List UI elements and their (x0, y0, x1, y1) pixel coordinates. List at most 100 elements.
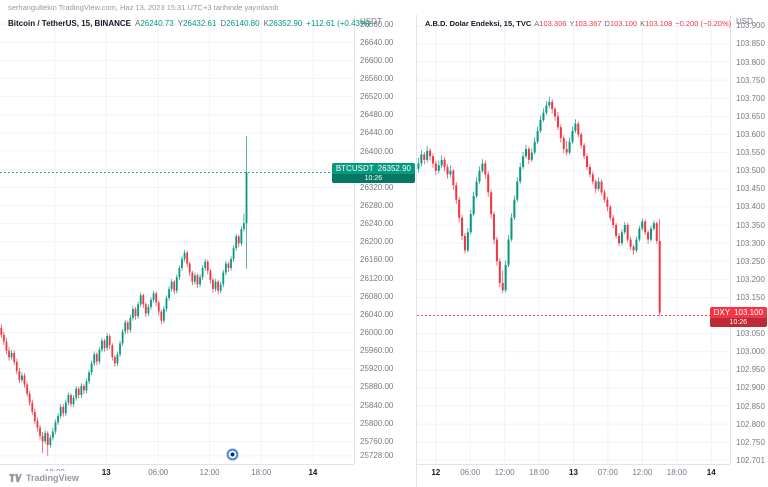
tradingview-branding[interactable]: TradingView (6, 471, 82, 485)
btc-badge-price: 26352.90 (377, 164, 411, 174)
btc-open: A26240.73 (134, 19, 174, 28)
btc-axis-currency-label: USDT (360, 17, 382, 26)
dxy-badge-price: 103.100 (734, 307, 763, 317)
dxy-symbol-title[interactable]: A.B.D. Dolar Endeksi, 15, TVC (425, 19, 532, 28)
dxy-axis-currency-label: USD (736, 17, 753, 26)
price-tick-label: 26320.00 (360, 182, 394, 192)
dxy-open: A103.306 (534, 19, 567, 28)
price-tick-label: 103.050 (736, 329, 765, 339)
price-tick-label: 103.150 (736, 292, 765, 302)
price-tick-label: 26400.00 (360, 146, 394, 156)
price-tick-label: 103.850 (736, 39, 765, 49)
time-tick-label: 12:00 (199, 468, 220, 477)
btc-symbol-title[interactable]: Bitcoin / TetherUS, 15, BINANCE (8, 19, 131, 28)
nazar-emoji-sticker (225, 447, 239, 461)
price-tick-label: 26440.00 (360, 128, 394, 138)
price-tick-label: 102.900 (736, 383, 765, 393)
price-tick-label: 103.300 (736, 238, 765, 248)
time-tick-label: 12 (431, 468, 441, 477)
price-tick-label: 26600.00 (360, 55, 394, 65)
price-tick-label: 25840.00 (360, 400, 394, 410)
time-tick-label: 14 (308, 468, 318, 477)
btc-low: D26140.80 (220, 19, 260, 28)
price-tick-label: 26240.00 (360, 219, 394, 229)
time-tick-label: 13 (101, 468, 111, 477)
price-tick-label: 26640.00 (360, 37, 394, 47)
dxy-price-badge: DXY 103.100 10:26 (709, 306, 767, 327)
price-tick-label: 26200.00 (360, 237, 394, 247)
price-tick-label: 103.800 (736, 57, 765, 67)
price-tick-label: 103.200 (736, 274, 765, 284)
price-tick-label: 25960.00 (360, 346, 394, 356)
btc-bar-countdown: 10:26 (331, 174, 415, 184)
btc-price-axis[interactable]: USDT 26680.00 26640.00 26600.00 26560.00 265… (354, 15, 416, 464)
time-tick-label: 13 (569, 468, 578, 477)
price-tick-label: 103.450 (736, 184, 765, 194)
price-tick-label: 103.400 (736, 202, 765, 212)
time-tick-label: 07:00 (597, 468, 618, 477)
price-tick-label: 26160.00 (360, 255, 394, 265)
price-tick-label: 103.600 (736, 129, 765, 139)
price-tick-label: 25880.00 (360, 382, 394, 392)
pane-btcusdt[interactable]: Bitcoin / TetherUS, 15, BINANCE A26240.7… (0, 15, 417, 487)
dxy-badge-symbol: DXY (713, 307, 731, 317)
time-tick-label: 18:00 (529, 468, 550, 477)
pane-dxy[interactable]: A.B.D. Dolar Endeksi, 15, TVC A103.306 Y… (417, 15, 768, 487)
price-tick-label: 26680.00 (360, 19, 394, 29)
price-tick-label: 103.000 (736, 347, 765, 357)
candlestick-canvas[interactable] (0, 15, 354, 464)
publish-info: serhangultekin TradingView.com, Haz 13, … (8, 3, 279, 12)
btc-legend: Bitcoin / TetherUS, 15, BINANCE A26240.7… (8, 19, 370, 28)
price-tick-label: 26560.00 (360, 73, 394, 83)
price-tick-label: 26520.00 (360, 92, 394, 102)
dxy-close: K103.108 (640, 19, 673, 28)
btc-high: Y26432.61 (177, 19, 217, 28)
btc-plot-area[interactable] (0, 15, 354, 464)
price-tick-label: 103.350 (736, 220, 765, 230)
btc-price-badge: BTCUSDT 26352.90 10:26 (331, 163, 415, 184)
dxy-low: D103.100 (604, 19, 638, 28)
dxy-legend: A.B.D. Dolar Endeksi, 15, TVC A103.306 Y… (425, 19, 731, 28)
chart-grid: Bitcoin / TetherUS, 15, BINANCE A26240.7… (0, 15, 768, 487)
price-tick-label: 25760.00 (360, 436, 394, 446)
price-tick-label: 102.800 (736, 419, 765, 429)
time-tick-label: 06:00 (148, 468, 169, 477)
price-tick-label: 102.850 (736, 401, 765, 411)
price-tick-label: 26120.00 (360, 273, 394, 283)
price-tick-label: 26000.00 (360, 327, 394, 337)
price-tick-label: 25800.00 (360, 418, 394, 428)
candlestick-canvas[interactable] (417, 15, 730, 464)
dxy-plot-area[interactable] (417, 15, 730, 464)
price-tick-label: 103.550 (736, 148, 765, 158)
price-tick-label: 103.750 (736, 75, 765, 85)
price-tick-label: 102.701 (736, 455, 765, 465)
tradingview-logo-icon (9, 472, 22, 484)
price-tick-label: 103.500 (736, 166, 765, 176)
price-tick-label: 102.750 (736, 437, 765, 447)
dxy-price-axis[interactable]: USD 103.900 103.850 103.800 103.750 103.700 1… (730, 15, 768, 465)
price-tick-label: 26280.00 (360, 200, 394, 210)
btc-change: +112.61 (+0.43%) (306, 19, 370, 28)
price-tick-label: 103.650 (736, 111, 765, 121)
price-tick-label: 25920.00 (360, 364, 394, 374)
time-tick-label: 12:00 (494, 468, 515, 477)
price-tick-label: 103.250 (736, 256, 765, 266)
time-tick-label: 18:00 (251, 468, 272, 477)
price-tick-label: 26040.00 (360, 309, 394, 319)
time-tick-label: 06:00 (460, 468, 481, 477)
price-tick-label: 25728.00 (360, 451, 394, 461)
btc-badge-symbol: BTCUSDT (335, 164, 374, 174)
dxy-high: Y103.367 (569, 19, 602, 28)
time-tick-label: 18:00 (666, 468, 687, 477)
price-tick-label: 26080.00 (360, 291, 394, 301)
time-tick-label: 12:00 (632, 468, 653, 477)
dxy-time-axis[interactable]: 12 06:00 12:00 18:00 13 07:00 12:00 18:00 14 (417, 464, 730, 487)
tradingview-brand-text: TradingView (26, 473, 79, 483)
price-tick-label: 103.900 (736, 21, 765, 31)
price-tick-label: 26480.00 (360, 110, 394, 120)
time-tick-label: 14 (706, 468, 716, 477)
btc-close: K26352.90 (263, 19, 303, 28)
dxy-bar-countdown: 10:26 (709, 317, 767, 327)
price-tick-label: 102.950 (736, 365, 765, 375)
price-tick-label: 103.700 (736, 93, 765, 103)
